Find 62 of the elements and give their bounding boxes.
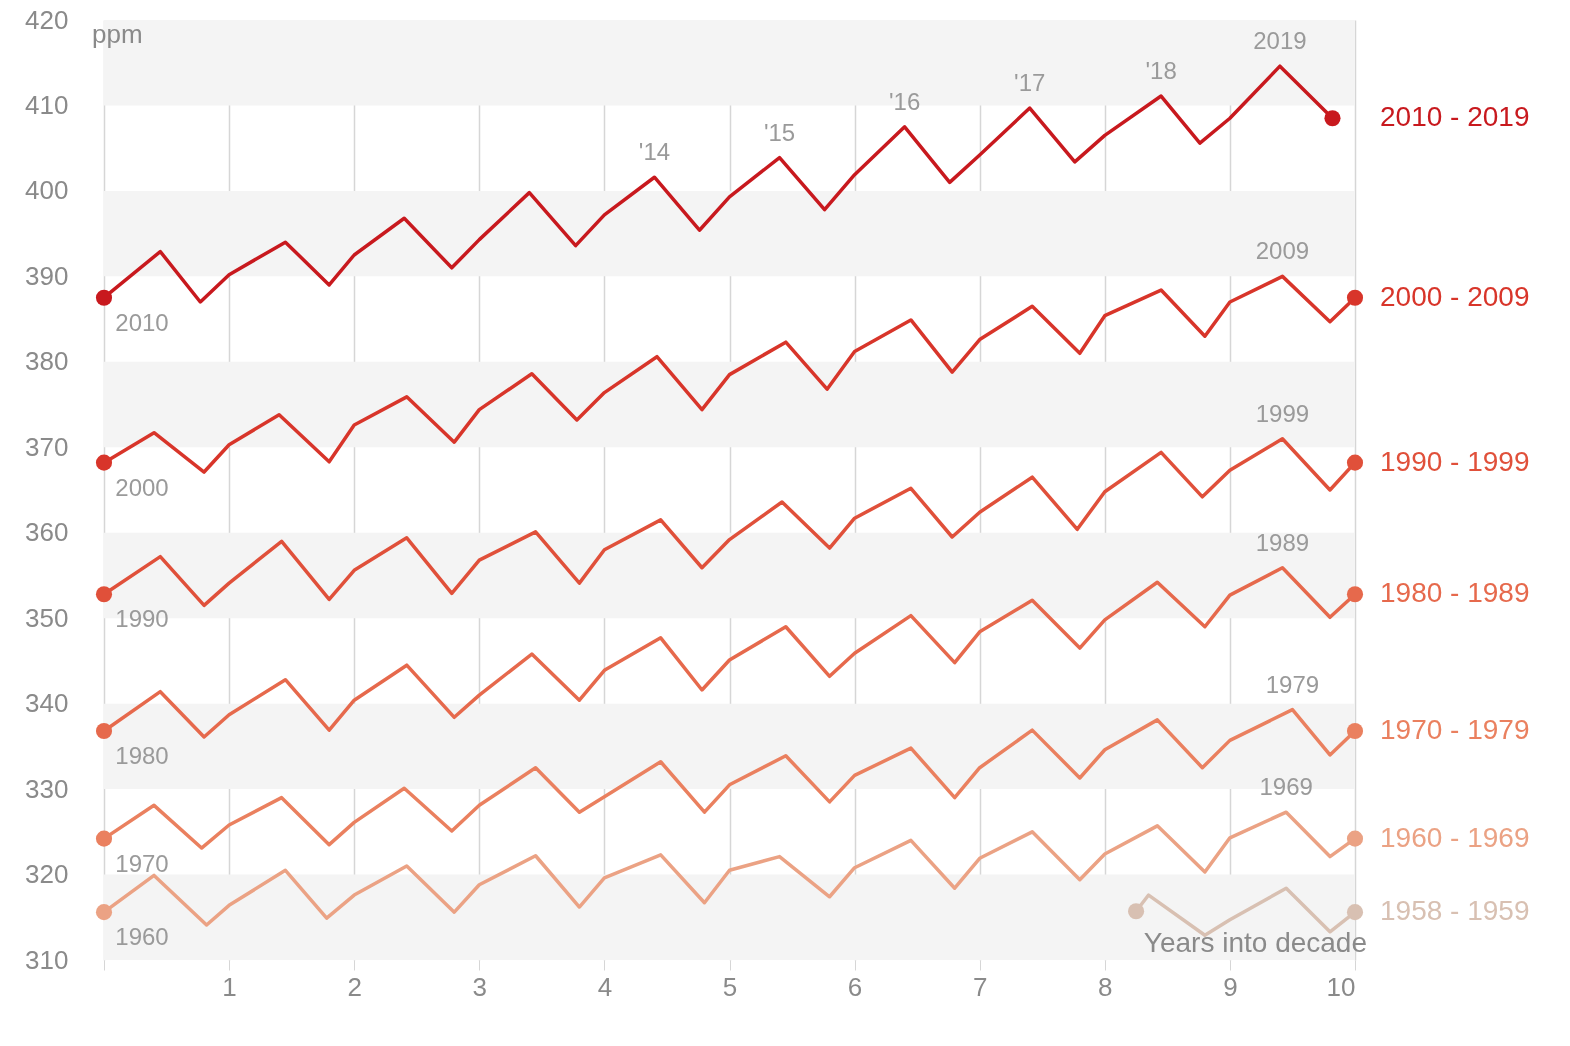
x-tick-label: 9 xyxy=(1223,971,1238,1002)
x-tick-label: 10 xyxy=(1326,971,1356,1002)
point xyxy=(95,454,113,471)
y-tick-label: 370 xyxy=(25,431,69,462)
annotation: 2019 xyxy=(1253,27,1307,55)
annotation: 1999 xyxy=(1255,399,1310,427)
annotation: '16 xyxy=(889,87,921,115)
annotation: '18 xyxy=(1145,57,1177,85)
annotation: 1970 xyxy=(115,849,169,877)
annotation: 1990 xyxy=(115,605,169,633)
x-tick-label: 1 xyxy=(222,971,237,1002)
point xyxy=(95,289,113,306)
series-label: 1990 - 1999 xyxy=(1380,445,1530,477)
x-tick-label: 5 xyxy=(722,971,738,1002)
annotation: 1980 xyxy=(115,741,169,769)
annotation: 1969 xyxy=(1259,773,1313,801)
series-label: 2010 - 2019 xyxy=(1380,101,1530,133)
y-tick-label: 350 xyxy=(25,602,69,633)
x-tick-label: 2 xyxy=(347,971,362,1002)
y-tick-label: 390 xyxy=(25,260,69,291)
annotation: 1989 xyxy=(1255,528,1310,556)
x-tick-label: 8 xyxy=(1098,971,1113,1002)
point xyxy=(1324,110,1341,127)
y-tick-label: 410 xyxy=(25,89,69,120)
point xyxy=(1346,722,1364,740)
point xyxy=(95,722,113,740)
series-label: 1970 - 1979 xyxy=(1380,713,1530,745)
x-tick-label: 7 xyxy=(972,971,988,1002)
annotation: 1960 xyxy=(115,923,169,951)
y-tick-label: 420 xyxy=(25,4,69,35)
series-label: 2000 - 2009 xyxy=(1380,280,1530,312)
point xyxy=(1346,904,1364,921)
point xyxy=(1346,586,1364,603)
point xyxy=(1346,830,1364,847)
y-tick-label: 360 xyxy=(25,517,69,548)
x-tick-label: 4 xyxy=(597,971,613,1002)
annotation: '17 xyxy=(1014,69,1046,97)
y-tick-label: 400 xyxy=(25,175,69,206)
point xyxy=(1128,903,1145,920)
point xyxy=(95,830,113,847)
x-axis-title: Years into decade xyxy=(1143,927,1367,958)
point xyxy=(1346,454,1364,471)
annotation: 2009 xyxy=(1255,237,1310,265)
point xyxy=(95,586,113,603)
annotation: 2010 xyxy=(115,308,169,336)
x-tick-label: 3 xyxy=(472,971,488,1002)
x-tick-label: 6 xyxy=(847,971,863,1002)
series-label: 1960 - 1969 xyxy=(1380,821,1530,853)
point xyxy=(1346,289,1364,306)
y-tick-label: 380 xyxy=(25,346,69,377)
y-tick-label: 320 xyxy=(25,859,69,890)
series-label: 1958 - 1959 xyxy=(1380,895,1530,927)
annotation: '14 xyxy=(638,138,671,166)
y-tick-label: 330 xyxy=(25,773,69,804)
annotation: '15 xyxy=(763,118,796,146)
annotation: 2000 xyxy=(115,473,169,501)
annotation: 1979 xyxy=(1265,670,1320,698)
y-tick-label: 310 xyxy=(25,944,69,975)
y-tick-label: 340 xyxy=(25,688,69,719)
series-label: 1980 - 1989 xyxy=(1380,577,1530,609)
y-axis-title: ppm xyxy=(92,19,143,49)
point xyxy=(95,904,113,921)
